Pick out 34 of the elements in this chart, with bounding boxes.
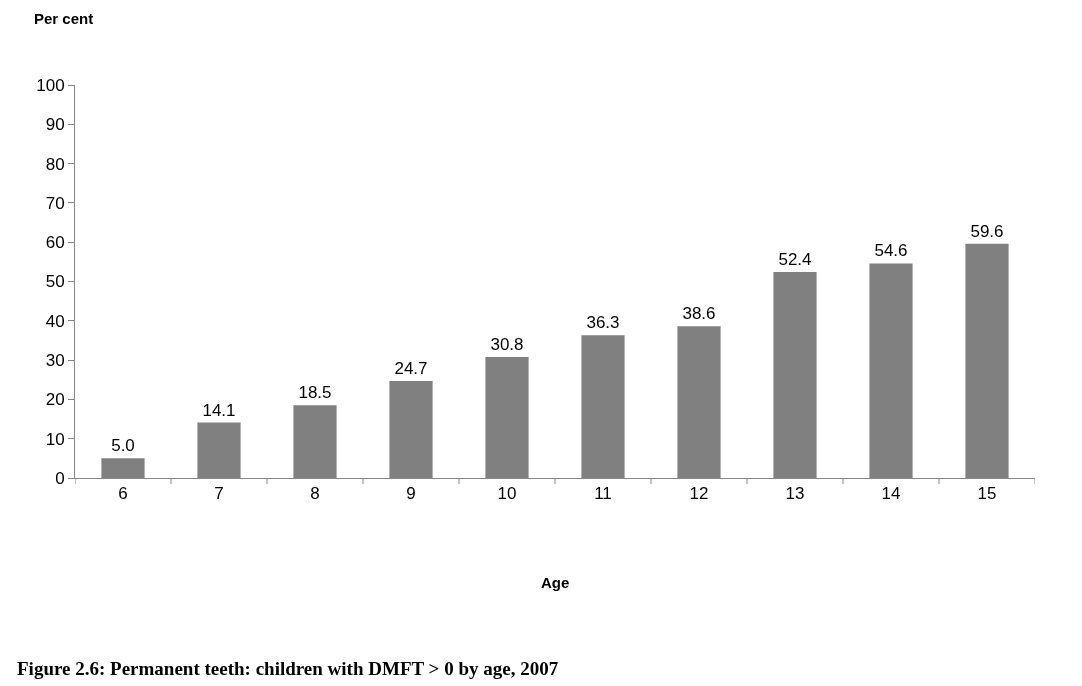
x-tick-label: 11 xyxy=(594,484,612,504)
y-tick-label: 30 xyxy=(45,351,65,371)
data-label: 5.0 xyxy=(111,436,135,456)
caption: Figure 2.6: Permanent teeth: children with DMFT > 0 by age, 2007 xyxy=(17,658,559,679)
data-label: 36.3 xyxy=(586,313,620,333)
x-tick-label: 13 xyxy=(785,484,805,504)
data-label: 38.6 xyxy=(682,304,716,324)
x-tick-label: 15 xyxy=(977,484,997,504)
y-tick-label: 40 xyxy=(45,311,65,331)
data-label: 52.4 xyxy=(778,250,812,270)
data-label: 24.7 xyxy=(394,358,428,378)
x-tick-label: 14 xyxy=(881,484,901,504)
y-tick-label: 90 xyxy=(45,115,65,135)
y-tick-label: 0 xyxy=(55,468,65,488)
x-tick-label: 7 xyxy=(214,484,224,504)
x-tick-label: 8 xyxy=(310,484,320,504)
y-tick-label: 80 xyxy=(45,154,65,174)
x-tick-label: 6 xyxy=(118,484,128,504)
data-label: 30.8 xyxy=(490,334,524,354)
data-label: 54.6 xyxy=(874,241,908,261)
y-tick-label: 100 xyxy=(36,75,65,95)
y-axis-title: Per cent xyxy=(34,10,94,27)
y-tick-label: 60 xyxy=(45,233,65,253)
data-label: 59.6 xyxy=(970,221,1004,241)
y-tick-label: 20 xyxy=(45,390,65,410)
data-label: 18.5 xyxy=(298,383,332,403)
x-axis-title: Age xyxy=(541,574,570,591)
y-tick-label: 50 xyxy=(45,272,65,292)
x-tick-label: 9 xyxy=(406,484,416,504)
x-tick-label: 12 xyxy=(689,484,709,504)
y-tick-label: 70 xyxy=(45,193,65,213)
data-label: 14.1 xyxy=(202,400,236,420)
x-tick-label: 10 xyxy=(497,484,517,504)
y-tick-label: 10 xyxy=(45,429,65,449)
